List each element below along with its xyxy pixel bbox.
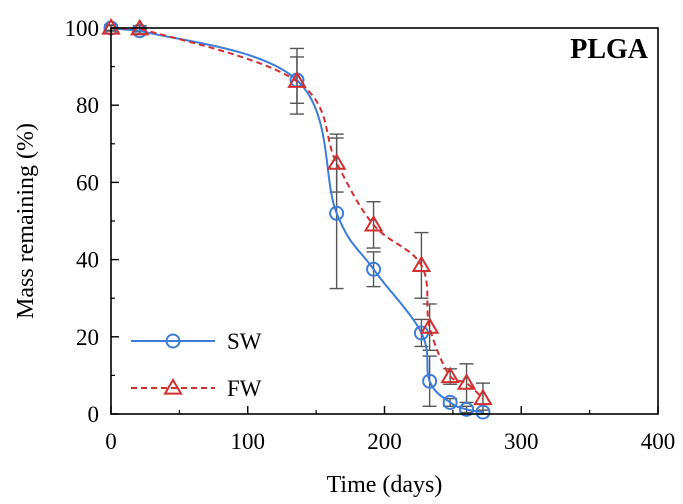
series-line-fw	[110, 27, 484, 400]
data-point-sw	[459, 401, 475, 417]
y-tick-label: 60	[76, 170, 99, 195]
data-point-fw	[440, 366, 460, 384]
y-tick-label: 100	[65, 16, 100, 41]
legend-item-fw: FW	[131, 376, 262, 401]
data-point-sw	[366, 261, 382, 277]
x-tick-label: 100	[231, 429, 266, 454]
legend-label: FW	[227, 376, 262, 401]
legend-label: SW	[227, 329, 262, 354]
data-point-fw	[456, 373, 477, 390]
data-point-fw	[326, 153, 347, 170]
series-line-sw	[110, 27, 484, 414]
y-tick-label: 0	[88, 402, 100, 427]
data-point-sw	[442, 394, 458, 410]
error-bar	[422, 303, 437, 352]
data-point-fw	[363, 214, 384, 232]
chart-axes: 0 100 200 300 400 0 20 40 60 80 100	[65, 16, 676, 454]
legend-marker	[165, 333, 181, 349]
data-point-fw	[411, 255, 432, 272]
data-point-sw	[329, 205, 345, 221]
x-tick-label: 400	[641, 429, 676, 454]
legend: SW FW	[131, 329, 262, 401]
y-tick-label: 40	[76, 248, 99, 273]
data-point-sw	[422, 373, 438, 389]
data-point-fw	[287, 71, 307, 88]
data-point-fw	[473, 388, 493, 406]
legend-marker	[163, 378, 183, 395]
data-point-sw	[475, 404, 491, 420]
x-tick-label: 300	[504, 429, 539, 454]
chart-title: PLGA	[570, 34, 649, 65]
legend-item-sw: SW	[131, 329, 262, 354]
data-point-fw	[419, 317, 440, 334]
x-tick-label: 0	[105, 429, 117, 454]
x-tick-label: 200	[367, 429, 402, 454]
x-axis-title: Time (days)	[327, 472, 443, 498]
chart-marks	[101, 18, 493, 420]
y-tick-label: 80	[76, 93, 99, 118]
y-tick-label: 20	[76, 325, 99, 350]
y-axis-title: Mass remaining (%)	[13, 123, 39, 319]
